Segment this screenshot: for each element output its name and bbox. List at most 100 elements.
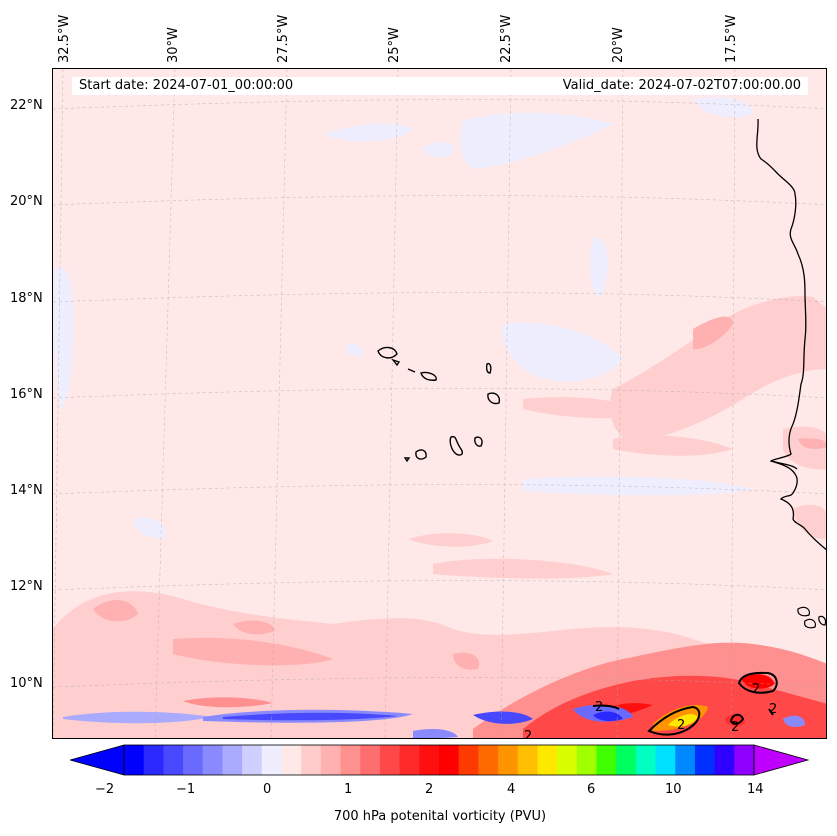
pv-negative-area — [223, 712, 398, 721]
low-pv-patch — [693, 97, 753, 118]
colorbar-over-arrow — [753, 744, 810, 776]
colorbar-tick: 4 — [507, 782, 516, 797]
colorbar-tick: −1 — [176, 782, 196, 797]
colorbar-cells — [124, 745, 755, 775]
colorbar-cell — [616, 745, 637, 775]
low-pv-patch — [54, 267, 74, 409]
colorbar-tick: 6 — [587, 782, 596, 797]
colorbar-cell — [675, 745, 696, 775]
colorbar-cell — [517, 745, 538, 775]
colorbar-tick: 0 — [263, 782, 272, 797]
colorbar-cell — [163, 745, 184, 775]
graticule — [53, 69, 826, 738]
contour-label: 2 — [524, 729, 532, 739]
lat-label-20n: 20°N — [10, 194, 43, 209]
pv-moderate-area — [233, 620, 275, 635]
colorbar-cell — [202, 745, 223, 775]
colorbar-cell — [340, 745, 361, 775]
lon-label-17-5w: 17.5°W — [724, 14, 739, 63]
colorbar-cell — [734, 745, 755, 775]
lat-label-10n: 10°N — [10, 676, 43, 691]
contour-label: 2 — [731, 720, 739, 735]
colorbar-tick: 2 — [425, 782, 434, 797]
colorbar-cell — [596, 745, 617, 775]
pv-negative-area — [413, 729, 458, 738]
pv-moderate-area — [693, 316, 733, 350]
pv-moderate-area — [793, 504, 826, 540]
colorbar-tick: −2 — [95, 782, 115, 797]
colorbar-cell — [655, 745, 676, 775]
cape-verde-islands — [377, 346, 501, 463]
low-pv-patch — [589, 237, 609, 297]
bijagos-islands — [797, 606, 826, 629]
colorbar-cell — [320, 745, 342, 775]
start-date-text: Start date: 2024-07-01_00:00:00 — [79, 78, 294, 93]
colorbar-cell — [379, 745, 401, 775]
colorbar-label: 700 hPa potenital vorticity (PVU) — [333, 809, 547, 824]
low-pv-patch — [523, 476, 753, 496]
lon-label-20w: 20°W — [611, 27, 626, 63]
colorbar-cell — [399, 745, 420, 775]
pv-moderate-area — [433, 558, 613, 579]
colorbar-cell — [635, 745, 657, 775]
low-pv-patch — [323, 123, 413, 142]
low-pv-patch — [133, 517, 166, 538]
pv-moderate-area — [613, 435, 733, 456]
gambia-outline — [770, 460, 798, 470]
pv-moderate-area — [93, 599, 138, 622]
low-pv-patch — [501, 322, 623, 382]
lon-label-27-5w: 27.5°W — [276, 14, 291, 63]
pv-negative-area — [783, 715, 805, 727]
contour-label: 2 — [752, 682, 760, 697]
colorbar-outline — [123, 744, 755, 776]
pv-moderate-area — [173, 637, 333, 666]
map-panel: 2 2 2 2 2 2 — [52, 68, 827, 739]
lat-label-18n: 18°N — [10, 291, 43, 306]
colorbar-cell — [261, 745, 282, 775]
colorbar-cell — [242, 745, 263, 775]
lat-label-12n: 12°N — [10, 579, 43, 594]
colorbar-cell — [439, 745, 460, 775]
pv-moderate-area — [798, 438, 826, 449]
colorbar-cell — [694, 745, 716, 775]
africa-coastline — [756, 118, 826, 551]
date-info-bar: Start date: 2024-07-01_00:00:00 Valid_da… — [72, 77, 808, 95]
colorbar-cell — [301, 745, 322, 775]
lon-label-25w: 25°W — [387, 27, 402, 63]
colorbar-cell — [478, 745, 499, 775]
pv-contours — [592, 671, 778, 736]
colorbar-cell — [360, 745, 381, 775]
low-pv-patch — [423, 142, 454, 158]
pv-high-area — [741, 674, 775, 689]
pv-negative-area — [63, 711, 213, 724]
low-pv-patch — [345, 344, 364, 357]
colorbar-cell — [183, 745, 204, 775]
colorbar — [70, 744, 810, 776]
colorbar-cell — [557, 745, 578, 775]
pv-moderate-area — [523, 397, 653, 419]
pv-moderate-area — [609, 296, 826, 441]
lat-label-14n: 14°N — [10, 483, 43, 498]
colorbar-cell — [576, 745, 597, 775]
pv-very-high-area — [668, 714, 698, 727]
contour-label: 2 — [595, 700, 603, 715]
colorbar-cell — [458, 745, 479, 775]
colorbar-cell — [714, 745, 735, 775]
colorbar-cell — [222, 745, 243, 775]
colorbar-tick: 1 — [344, 782, 353, 797]
lon-label-32-5w: 32.5°W — [57, 14, 72, 63]
valid-date-text: Valid_date: 2024-07-02T07:00:00.00 — [562, 78, 801, 93]
colorbar-cell — [537, 745, 558, 775]
lat-label-16n: 16°N — [10, 387, 43, 402]
lon-label-30w: 30°W — [166, 27, 181, 63]
pv-high-area — [762, 692, 779, 711]
colorbar-cell — [419, 745, 440, 775]
pv-moderate-area — [408, 533, 493, 547]
colorbar-cell — [143, 745, 164, 775]
pv-negative-area — [183, 697, 273, 708]
colorbar-cell — [124, 745, 145, 775]
colorbar-cell — [498, 745, 519, 775]
pv-moderate-area — [783, 426, 826, 470]
pv-moderate-area — [453, 652, 480, 670]
pv-negative-area — [593, 711, 623, 722]
